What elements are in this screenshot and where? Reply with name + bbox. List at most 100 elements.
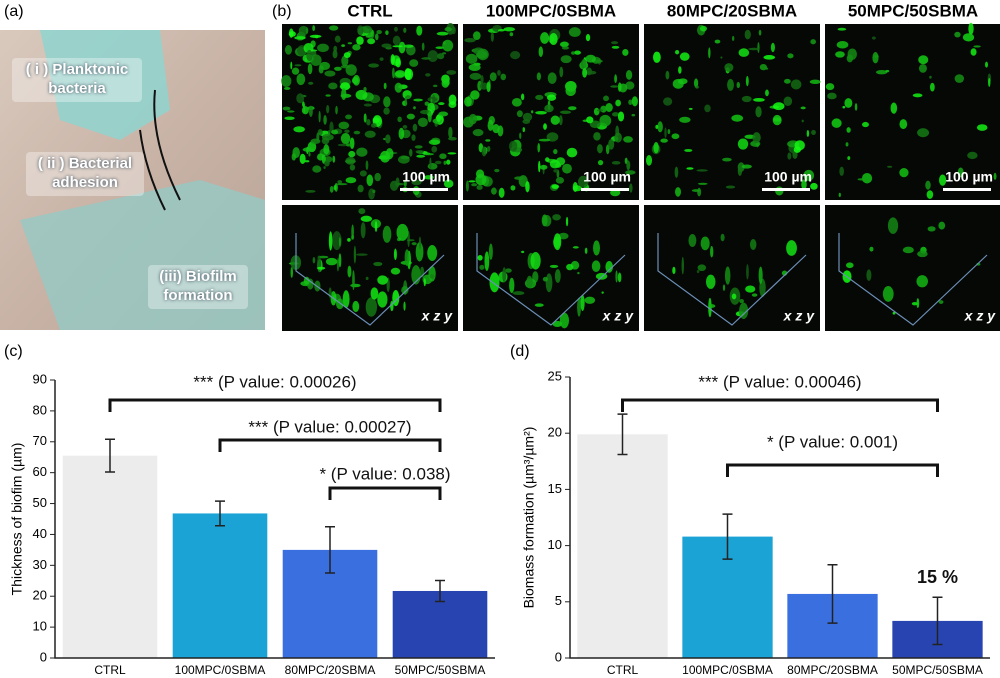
cell (345, 143, 352, 147)
axes-label: x z y (783, 308, 816, 324)
x-tick-label: 50MPC/50SBMA (892, 663, 983, 677)
cell (617, 272, 622, 283)
significance-bracket (328, 486, 442, 500)
cell (304, 160, 310, 163)
cell (810, 39, 816, 45)
cell (418, 236, 422, 250)
cell (489, 272, 500, 293)
cell (486, 145, 491, 152)
cell (424, 175, 434, 180)
cell (725, 185, 736, 189)
cell (355, 253, 368, 256)
cell (772, 114, 782, 126)
cell (318, 65, 324, 74)
y-axis-label: Biomass formation (µm³/µm²) (521, 427, 537, 609)
cell (646, 155, 653, 166)
cell (722, 284, 726, 291)
micrograph (825, 205, 1000, 331)
cell (301, 106, 309, 115)
y-tick-label: 20 (548, 425, 562, 440)
cell (732, 36, 735, 41)
cell (929, 75, 932, 79)
cell (424, 101, 430, 106)
cell (405, 95, 411, 100)
cell (302, 147, 315, 153)
cell (404, 68, 412, 80)
cell (351, 234, 355, 240)
cell (443, 179, 454, 188)
cell (521, 250, 525, 254)
cell (434, 160, 442, 165)
cell (911, 302, 918, 306)
cell (366, 174, 374, 187)
cell (340, 82, 351, 91)
cell (377, 275, 388, 285)
cell (970, 48, 977, 56)
cell (323, 144, 330, 155)
cell (679, 116, 691, 123)
cell (538, 160, 541, 173)
cell (415, 242, 424, 262)
cell (296, 73, 306, 86)
cell (417, 117, 428, 128)
cell (844, 98, 853, 108)
cell (390, 267, 401, 275)
cell (708, 47, 711, 59)
cell (321, 133, 334, 141)
cell (545, 157, 550, 162)
cell (342, 290, 350, 308)
cell (899, 119, 908, 130)
cell (429, 274, 435, 279)
cell (688, 233, 697, 247)
cell (347, 42, 353, 45)
scale-bar (581, 188, 629, 191)
cell (581, 58, 587, 69)
cell (615, 99, 621, 107)
cell (334, 35, 341, 43)
cell (927, 226, 936, 232)
arrow (139, 129, 166, 211)
cell (857, 178, 866, 181)
cell (333, 185, 337, 191)
cell (479, 82, 489, 90)
cell (925, 180, 931, 190)
cell (589, 120, 601, 129)
cell (577, 271, 580, 275)
cell (385, 30, 389, 35)
cell (693, 78, 699, 88)
cell (336, 298, 344, 310)
cell (364, 130, 376, 138)
cell (671, 133, 680, 140)
cell (416, 154, 426, 158)
cell (448, 94, 457, 106)
cell (847, 156, 851, 161)
cell (296, 93, 305, 104)
cell (918, 64, 927, 73)
cell (492, 124, 500, 134)
cell (695, 85, 699, 89)
cell (625, 81, 635, 90)
cell (389, 180, 399, 191)
cell (512, 291, 525, 296)
cell (352, 270, 355, 291)
cell (736, 81, 741, 89)
cell (539, 164, 548, 170)
cell (317, 153, 325, 161)
cell (441, 78, 450, 88)
cell (631, 96, 638, 107)
cell (328, 82, 338, 90)
cell (302, 101, 305, 108)
axes-3d (295, 233, 445, 326)
cell (340, 133, 351, 145)
cell (552, 320, 563, 328)
cell (398, 127, 405, 140)
cell (370, 287, 379, 300)
cell (675, 187, 682, 197)
cell (705, 274, 716, 289)
cell (368, 63, 379, 68)
cell (390, 54, 395, 66)
cell (605, 103, 613, 112)
cell (784, 78, 791, 84)
cell (720, 233, 725, 242)
cell (395, 58, 402, 68)
